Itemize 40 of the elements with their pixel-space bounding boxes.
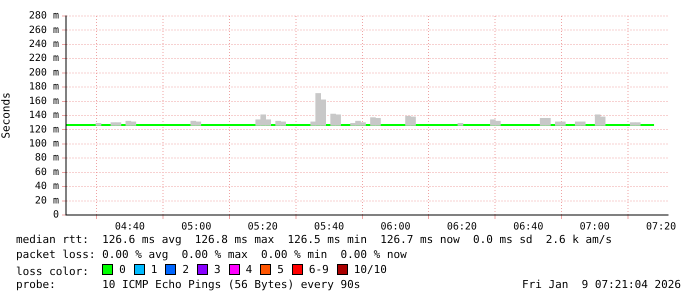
bar: [96, 122, 102, 126]
x-tick-label: 05:00: [181, 222, 212, 233]
y-tick-label: 180 m: [28, 82, 59, 93]
y-tick-label: 240 m: [28, 39, 59, 50]
legend-label: 10/10: [354, 262, 387, 277]
y-tick-label: 280 m: [28, 10, 59, 22]
text: packet loss: 0.00 % avg 0.00 % max 0.00 % min 0.00 % now: [16, 247, 408, 262]
y-tick-label: 140 m: [28, 110, 59, 122]
legend-label: 6-9: [308, 262, 329, 277]
legend-label: 3: [214, 262, 221, 277]
legend-label: 1: [150, 262, 158, 277]
y-tick-label: 120 m: [28, 124, 59, 136]
y-tick-label: 60 m: [34, 166, 59, 178]
x-tick-label: 06:00: [380, 222, 411, 233]
y-axis-title: Seconds: [0, 92, 12, 139]
legend-label: 5: [277, 262, 284, 277]
y-tick-label: 100 m: [28, 138, 59, 150]
x-tick-label: 05:20: [248, 222, 278, 233]
x-tick-label: 07:00: [580, 222, 610, 233]
y-tick-label: 160 m: [28, 96, 59, 107]
x-tick-label: 07:20: [646, 222, 676, 233]
y-tick-label: 20 m: [34, 195, 59, 206]
legend-label: 4: [246, 262, 252, 277]
legend-label: 2: [182, 262, 189, 277]
text: Fri Jan 9 07:21:04 2026: [522, 277, 681, 292]
y-tick-label: 0: [52, 210, 59, 221]
bar: [458, 122, 464, 126]
y-tick-label: 80 m: [34, 152, 59, 164]
legend-label: 0: [119, 262, 126, 277]
y-tick-label: 220 m: [28, 53, 59, 64]
y-tick-label: 200 m: [28, 67, 59, 78]
y-tick-label: 40 m: [34, 181, 59, 192]
y-tick-label: 260 m: [28, 24, 59, 36]
text: probe: 10 ICMP Echo Pings (56 Bytes) every 90s: [16, 277, 360, 292]
x-tick-label: 06:20: [446, 222, 477, 233]
x-tick-label: 05:40: [314, 222, 344, 233]
x-tick-label: 06:40: [513, 222, 544, 233]
x-tick-label: 04:40: [114, 222, 145, 233]
text: median rtt: 126.6 ms avg 126.8 ms max 126.5 ms min 126.7 ms now 0.0 ms sd 2.6 k am/s: [16, 232, 614, 247]
legend-title: loss color:: [16, 265, 90, 278]
